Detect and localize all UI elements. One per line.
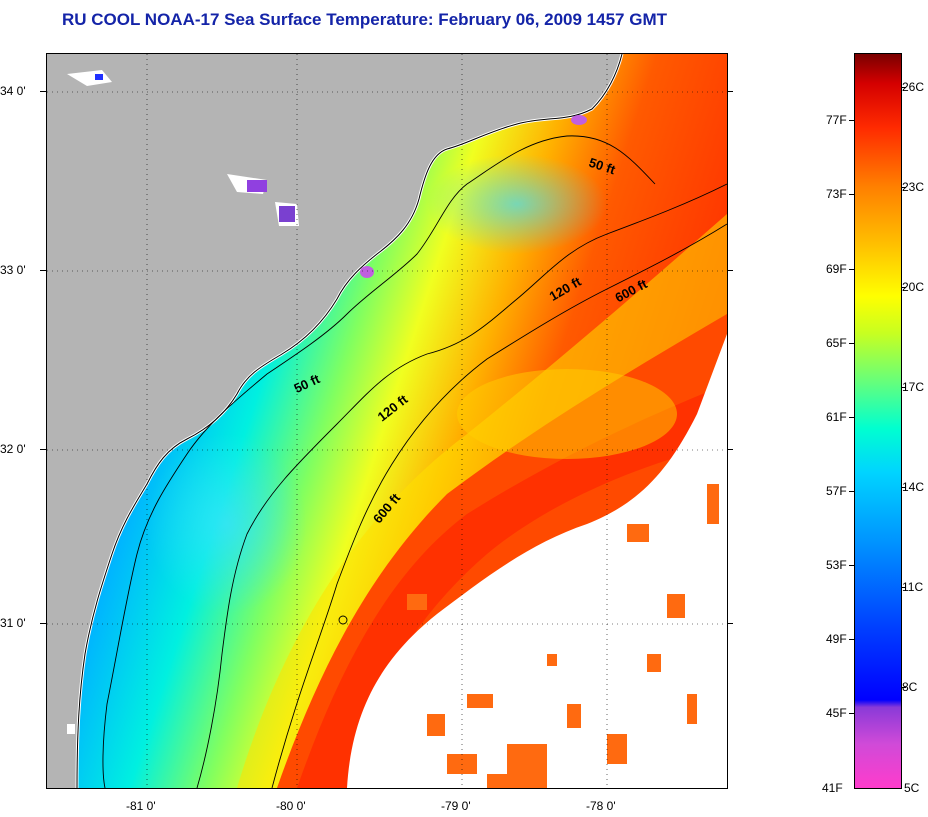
colorbar-tick — [901, 687, 906, 688]
lat-tick — [40, 449, 46, 450]
contour-600ft — [271, 223, 727, 788]
lat-tick — [727, 270, 733, 271]
inland-lakes — [67, 70, 299, 734]
lat-tick — [40, 270, 46, 271]
lat-tick — [727, 91, 733, 92]
graticule — [47, 54, 727, 788]
latitude-label: 34 0' — [0, 84, 26, 98]
warm-eddy — [457, 369, 677, 459]
colorbar-c-label: 23C — [902, 180, 925, 194]
colorbar-tick — [849, 417, 854, 418]
longitude-label: -79 0' — [441, 799, 471, 813]
colorbar-tick — [901, 387, 906, 388]
cool-shelf-patch-north — [427, 154, 607, 254]
colorbar-f-label: 49F — [826, 632, 847, 646]
coastline-outline — [76, 54, 623, 788]
colorbar-tick — [901, 287, 906, 288]
colorbar-tick — [849, 639, 854, 640]
colorbar-f-label: 57F — [826, 484, 847, 498]
colorbar-f-label: 77F — [826, 113, 847, 127]
colorbar-f-label: 53F — [826, 558, 847, 572]
map-marker — [338, 615, 348, 625]
longitude-label: -80 0' — [276, 799, 306, 813]
colorbar-c-label: 8C — [902, 680, 918, 694]
land-mass — [47, 54, 622, 788]
colorbar-tick — [849, 565, 854, 566]
colorbar-tick — [849, 269, 854, 270]
temperature-colorbar — [854, 53, 902, 789]
colorbar-tick — [901, 187, 906, 188]
lat-tick — [727, 623, 733, 624]
colorbar-tick — [849, 343, 854, 344]
lat-tick — [40, 623, 46, 624]
colorbar-c-label: 14C — [902, 480, 925, 494]
colorbar-tick — [901, 487, 906, 488]
colorbar-c-label: 11C — [902, 580, 924, 594]
gulf-stream-core — [297, 384, 727, 788]
colorbar-tick — [849, 194, 854, 195]
latitude-label: 32 0' — [0, 442, 26, 456]
colorbar-f-label: 69F — [826, 262, 847, 276]
longitude-label: -81 0' — [126, 799, 156, 813]
latitude-label: 31 0' — [0, 616, 26, 630]
colorbar-tick — [901, 587, 906, 588]
colorbar-tick — [849, 120, 854, 121]
lat-tick — [40, 91, 46, 92]
sst-map: 50 ft 50 ft 120 ft 120 ft 600 ft 600 ft — [46, 53, 728, 789]
colorbar-c-label: 26C — [902, 80, 925, 94]
cloud-mask-area — [347, 334, 727, 788]
colorbar-tick — [901, 87, 906, 88]
colorbar-f-label: 73F — [826, 187, 847, 201]
nearshore-warm-spot — [360, 266, 374, 278]
sst-map-canvas: 50 ft 50 ft 120 ft 120 ft 600 ft 600 ft — [47, 54, 727, 788]
latitude-label: 33 0' — [0, 263, 26, 277]
lat-tick — [727, 449, 733, 450]
colorbar-f-label: 45F — [826, 706, 847, 720]
colorbar-tick — [849, 491, 854, 492]
contour-120ft — [196, 183, 727, 788]
colorbar-c-label: 5C — [904, 781, 920, 795]
colorbar-tick — [849, 713, 854, 714]
nearshore-warm-spot — [571, 115, 587, 125]
colorbar-c-label: 17C — [902, 380, 925, 394]
contour-50ft — [102, 135, 656, 788]
longitude-label: -78 0' — [586, 799, 616, 813]
colorbar-c-label: 20C — [902, 280, 925, 294]
colorbar-f-label: 65F — [826, 336, 847, 350]
colorbar-f-label: 41F — [822, 781, 843, 795]
colorbar-f-label: 61F — [826, 410, 847, 424]
map-title: RU COOL NOAA-17 Sea Surface Temperature:… — [62, 10, 667, 29]
cool-shelf-patch — [147, 434, 307, 614]
